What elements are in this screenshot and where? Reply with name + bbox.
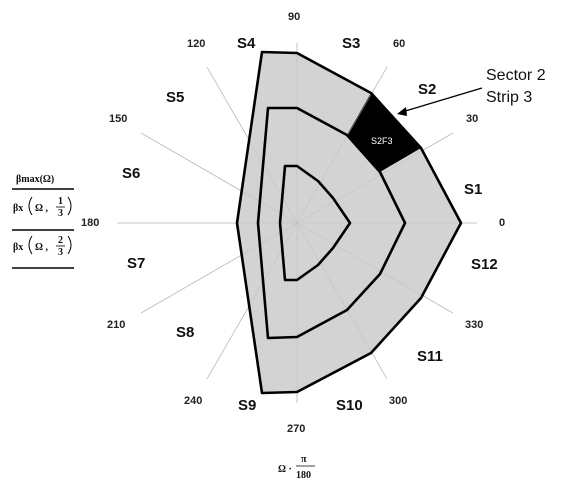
radial-spoke	[140, 222, 298, 314]
legend-paren-right-1	[67, 196, 72, 216]
legend-args-1: Ω ,	[35, 203, 49, 214]
angle-label-270: 270	[287, 423, 305, 435]
angle-label-90: 90	[288, 11, 300, 23]
beta-x-two-thirds-curve	[256, 106, 407, 340]
sector-label-s5: S5	[166, 89, 184, 106]
angle-label-240: 240	[184, 395, 202, 407]
angle-label-180: 180	[81, 217, 99, 229]
legend-frac1-den: 3	[58, 208, 63, 219]
sector-label-s2: S2	[418, 81, 436, 98]
legend-frac1-num: 1	[58, 196, 63, 207]
callout-line-sector: Sector 2	[486, 67, 546, 84]
legend-beta-x-1: βx	[13, 203, 23, 214]
sector-label-s3: S3	[342, 35, 360, 52]
radial-spoke	[296, 222, 454, 314]
axis-expression-denominator: 180	[296, 470, 311, 481]
legend-frac2-den: 3	[58, 247, 63, 258]
radial-spoke	[140, 132, 298, 224]
angle-label-210: 210	[107, 319, 125, 331]
cell-label-s2f3: S2F3	[371, 136, 393, 146]
axis-expression: Ω · π 180	[278, 454, 315, 481]
axis-expression-pi: π	[301, 454, 307, 465]
angle-label-0: 0	[499, 217, 505, 229]
sector-label-s1: S1	[464, 181, 482, 198]
legend-beta-x-2: βx	[13, 242, 23, 253]
angle-labels: 0 30 60 90 120 150 180 210 240 270 300 3…	[81, 11, 505, 435]
angle-label-330: 330	[465, 319, 483, 331]
axis-expression-prefix: Ω ·	[278, 464, 292, 475]
legend-args-2: Ω ,	[35, 242, 49, 253]
highlighted-cell	[347, 93, 421, 172]
legend-paren-right-2	[67, 235, 72, 255]
callout-arrowhead	[397, 107, 407, 116]
beta-x-one-third-curve	[278, 164, 352, 282]
sector-label-s4: S4	[237, 35, 256, 52]
angle-label-60: 60	[393, 38, 405, 50]
legend-frac2-num: 2	[58, 235, 63, 246]
legend-paren-left-2	[28, 235, 33, 255]
callout-arrow-line	[401, 87, 483, 113]
radial-spoke	[296, 132, 454, 224]
callout: Sector 2 Strip 3	[397, 67, 546, 116]
sector-label-s10: S10	[336, 397, 363, 414]
angle-label-30: 30	[466, 113, 478, 125]
beta-max-curve	[235, 50, 463, 395]
sector-label-s9: S9	[238, 397, 256, 414]
callout-line-strip: Strip 3	[486, 89, 532, 106]
sector-label-s7: S7	[127, 255, 145, 272]
sector-label-s8: S8	[176, 324, 194, 341]
legend-paren-left-1	[28, 196, 33, 216]
legend: βmax(Ω) βx Ω , 1 3 βx Ω , 2 3	[12, 174, 74, 269]
sector-label-s12: S12	[471, 256, 498, 273]
sector-labels: S1 S2 S3 S4 S5 S6 S7 S8 S9 S10 S11 S12	[122, 35, 498, 414]
angle-label-150: 150	[109, 113, 127, 125]
angle-label-120: 120	[187, 38, 205, 50]
sector-label-s6: S6	[122, 165, 140, 182]
legend-beta-max: βmax(Ω)	[16, 174, 54, 185]
angle-label-300: 300	[389, 395, 407, 407]
sector-label-s11: S11	[417, 348, 443, 365]
